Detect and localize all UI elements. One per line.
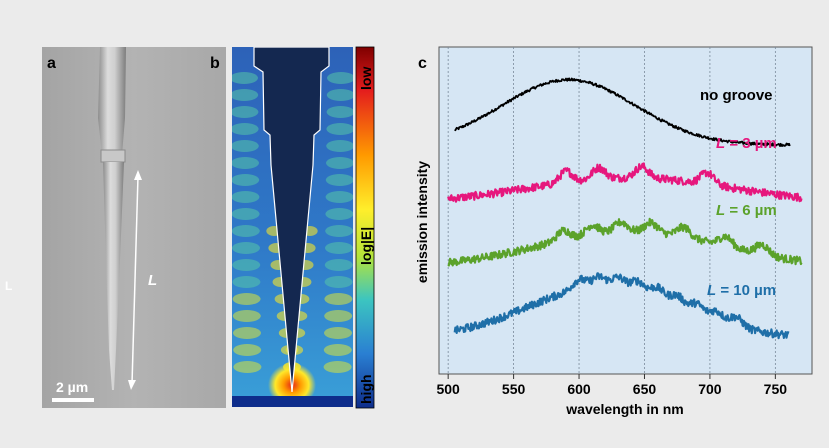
series-line-3 [447,217,803,267]
fringe-spot [325,191,353,203]
x-axis: 500 550 600 650 700 750 [436,374,787,397]
series-label-1: no groove [700,87,773,104]
series-line-1 [454,77,791,147]
colorbar-top-label: low [358,67,374,90]
panel-c-label: c [418,55,427,72]
fringe-spot [232,123,259,135]
length-arrow [131,175,139,385]
panel-c-chart: c 500 550 600 650 700 750 emission intensity … [414,46,813,417]
fringe-spot [326,123,353,135]
x-tick-label-500: 500 [436,381,460,397]
fringe-spot [323,344,352,356]
panel-b-label: b [210,55,220,72]
fringe-spot [326,140,353,152]
margin-mark: L [5,279,12,293]
panel-a-micrograph: L 2 µm a [42,47,226,408]
fringe-spot [232,242,260,254]
fringe-spot [232,225,260,237]
fringe-spot [324,310,353,322]
fringe-spot [326,89,353,101]
fringe-spot [232,72,258,84]
fringe-spot [233,327,261,339]
fringe-spot [324,293,353,305]
series-label-4: L = 10 µm [707,282,776,299]
length-arrow-head-top [134,170,142,180]
fringe-spot [325,174,353,186]
fringe-spot [324,259,353,271]
series-label-3: L = 6 µm [716,202,777,219]
colorbar-mid-label: log|E| [358,227,374,265]
series-line-4 [453,272,790,340]
fringe-spot [324,327,352,339]
scalebar-label: 2 µm [56,379,88,395]
fringe-spot [323,361,352,373]
series-labels: no groove L = 3 µm L = 6 µm L = 10 µm [700,87,777,299]
x-tick-label-600: 600 [567,381,591,397]
fringe-spot [232,89,259,101]
series-label-2: L = 3 µm [716,135,777,152]
length-arrow-head-bottom [128,380,136,390]
fringe-spot [233,344,262,356]
series-layer [447,77,803,340]
fringe-spot [324,276,353,288]
fringe-spot [232,293,261,305]
fringe-spot [325,225,353,237]
x-tick-label-550: 550 [502,381,526,397]
x-tick-label-700: 700 [698,381,722,397]
fringe-spot [325,208,353,220]
x-axis-label: wavelength in nm [565,401,683,417]
fringe-spot [327,72,353,84]
fringe-spot [232,310,261,322]
tip-groove-ring [100,149,126,163]
tip-shaft [98,47,126,155]
series-line-2 [447,162,803,203]
x-tick-label-650: 650 [633,381,657,397]
x-tick-label-750: 750 [764,381,788,397]
fringe-spot [232,174,260,186]
tip-apex [103,162,124,390]
length-label: L [148,272,157,289]
fringe-spot [232,140,259,152]
y-axis-label: emission intensity [414,161,430,283]
panel-a-label: a [47,55,56,72]
fringe-spot [326,106,353,118]
fringe-spot [325,242,353,254]
panel-b-field-map: b low log|E| high [210,46,375,409]
tip-outline [253,47,330,393]
fringe-spot [232,276,261,288]
colorbar-bottom-label: high [358,374,374,404]
fringe-spot [232,106,259,118]
fringe-spot [233,361,262,373]
sem-background [42,47,226,408]
fringe-spot [232,157,259,169]
fringe-spot [326,157,353,169]
substrate [232,396,353,407]
scalebar [52,398,94,402]
fringe-spot [232,259,261,271]
grid [447,47,776,374]
fringe-spot [232,191,260,203]
colorbar [355,46,375,409]
fringe-spot [232,208,260,220]
